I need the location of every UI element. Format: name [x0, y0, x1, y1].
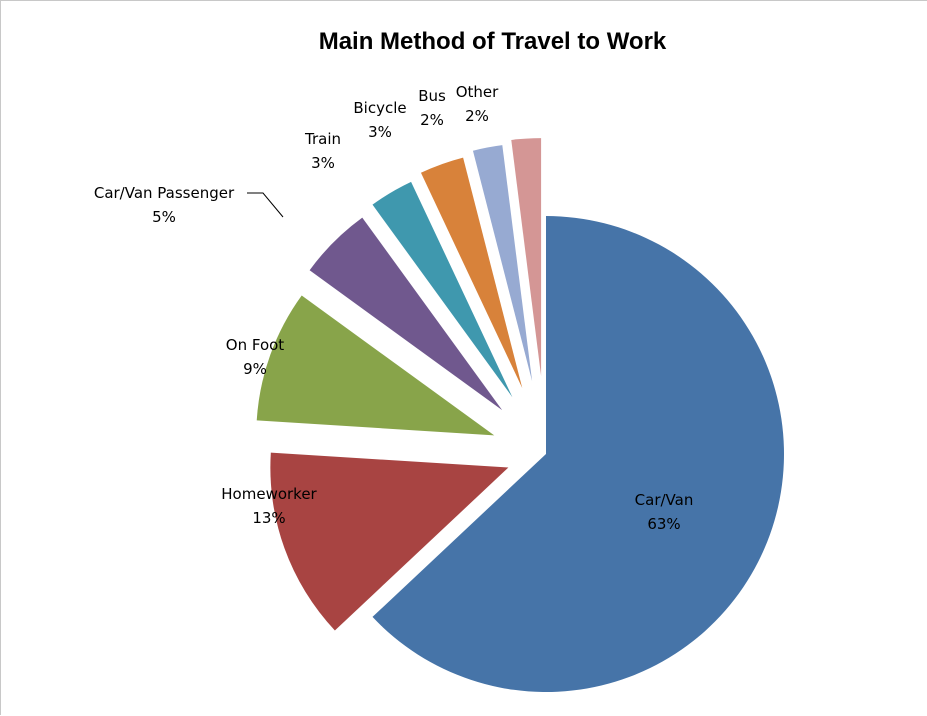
slice-category-label: Car/Van: [635, 491, 694, 509]
slice-percent-label: 3%: [368, 123, 392, 141]
pie-slice-other: [511, 138, 542, 377]
slice-category-label: Other: [456, 83, 499, 101]
pie-slice-bus: [472, 145, 533, 382]
slice-category-label: Homeworker: [221, 485, 317, 503]
pie-slice-bicycle: [420, 157, 523, 389]
pie-slice-homeworker: [270, 452, 509, 631]
data-label: On Foot 9%: [226, 336, 285, 378]
slice-percent-label: 3%: [311, 154, 335, 172]
data-label: Car/Van 63%: [635, 491, 694, 533]
slice-category-label: On Foot: [226, 336, 285, 354]
pie-slice-on-foot: [256, 295, 495, 436]
data-label: Car/Van Passenger 5%: [94, 184, 235, 226]
data-label: Bicycle 3%: [353, 99, 406, 141]
data-label: Train 3%: [304, 130, 341, 172]
data-label: Bus 2%: [418, 87, 446, 129]
slice-category-label: Bus: [418, 87, 446, 105]
slice-category-label: Train: [304, 130, 341, 148]
data-label: Homeworker 13%: [221, 485, 317, 527]
slice-percent-label: 2%: [420, 111, 444, 129]
pie-slice-car-van: [372, 216, 784, 692]
slice-percent-label: 9%: [243, 360, 267, 378]
chart-title: Main Method of Travel to Work: [318, 28, 667, 55]
pie-slice-car-van-passenger: [309, 217, 503, 411]
slices-layer: [256, 138, 784, 692]
slice-category-label: Car/Van Passenger: [94, 184, 235, 202]
leader-lines-layer: [247, 192, 284, 218]
slice-percent-label: 63%: [647, 515, 680, 533]
leader-line: [247, 192, 284, 218]
slice-percent-label: 13%: [252, 509, 285, 527]
slice-category-label: Bicycle: [353, 99, 406, 117]
pie-slice-train: [372, 181, 513, 398]
data-label: Other 2%: [456, 83, 499, 125]
labels-layer: Car/Van 63% Homeworker 13% On Foot 9% Car/Van …: [94, 83, 693, 533]
slice-percent-label: 5%: [152, 208, 176, 226]
slice-percent-label: 2%: [465, 107, 489, 125]
